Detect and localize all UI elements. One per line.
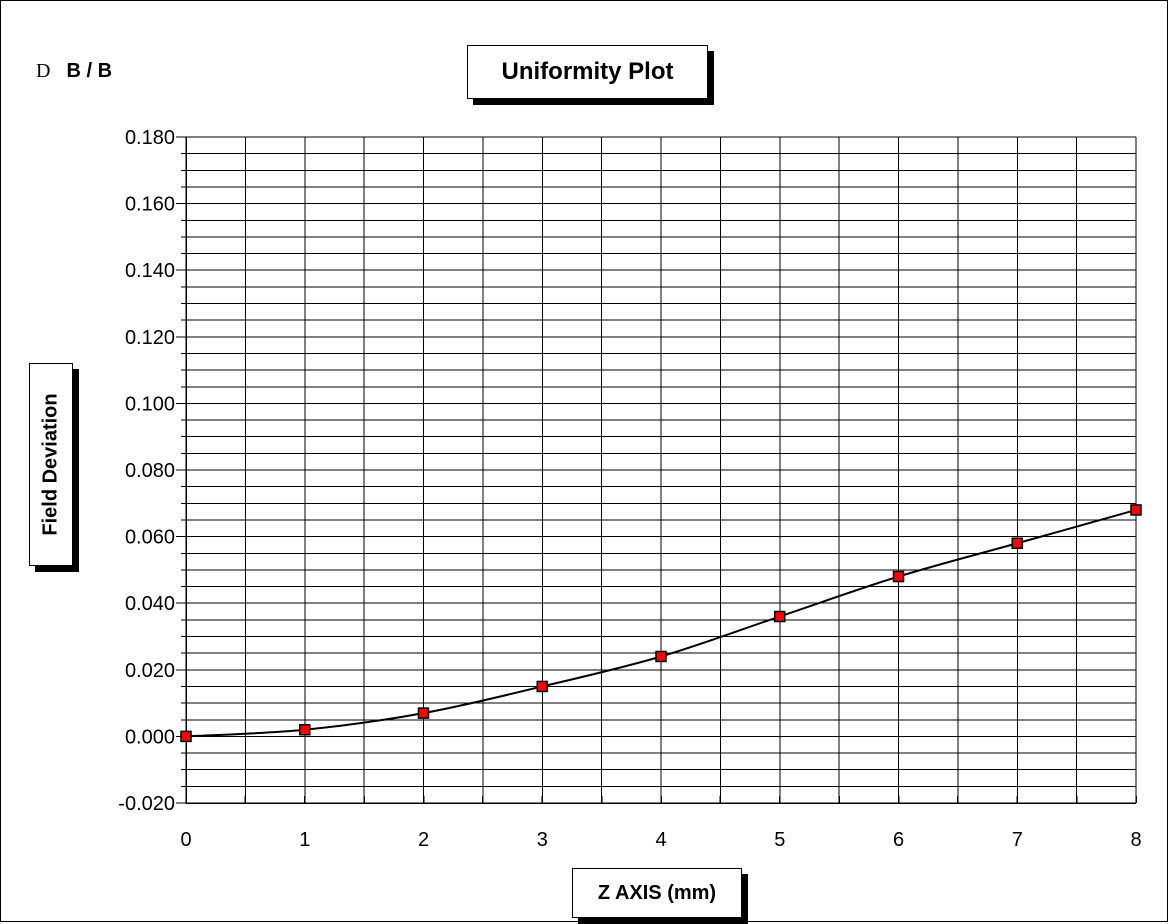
- corner-label-text: B / B: [66, 60, 112, 82]
- y-tick-label: 0.140: [125, 260, 175, 282]
- x-tick-label: 7: [1012, 829, 1023, 851]
- y-tick-label: 0.080: [125, 460, 175, 482]
- y-axis-label: Field Deviation: [40, 393, 63, 535]
- x-tick-label: 3: [537, 829, 548, 851]
- corner-label: D B / B: [36, 60, 112, 83]
- data-point-marker: [1012, 538, 1022, 548]
- corner-label-symbol: D: [36, 60, 50, 82]
- grid-lines: [186, 137, 1136, 803]
- y-tick-label: 0.020: [125, 660, 175, 682]
- data-point-marker: [894, 572, 904, 582]
- y-tick-label: 0.040: [125, 593, 175, 615]
- y-tick-label: 0.120: [125, 327, 175, 349]
- x-axis-label: Z AXIS (mm): [572, 868, 742, 918]
- y-axis-label-box: Field Deviation: [29, 363, 73, 566]
- data-point-marker: [775, 612, 785, 622]
- x-tick-label: 6: [893, 829, 904, 851]
- x-tick-label: 1: [299, 829, 310, 851]
- y-tick-label: 0.000: [125, 726, 175, 748]
- tick-labels: -0.020 0.000 0.020 0.040 0.060 0.080 0.100 0.12…: [118, 127, 1141, 851]
- y-tick-label: -0.020: [118, 793, 175, 815]
- y-tick-label: 0.100: [125, 393, 175, 415]
- x-tick-label: 4: [655, 829, 666, 851]
- data-point-marker: [300, 725, 310, 735]
- x-tick-label: 0: [180, 829, 191, 851]
- data-point-marker: [656, 651, 666, 661]
- x-tick-label: 5: [774, 829, 785, 851]
- data-point-marker: [1131, 505, 1141, 515]
- x-tick-label: 8: [1130, 829, 1141, 851]
- y-tick-label: 0.060: [125, 527, 175, 549]
- chart-title: Uniformity Plot: [467, 45, 708, 99]
- data-point-marker: [181, 731, 191, 741]
- data-point-marker: [537, 681, 547, 691]
- y-tick-label: 0.180: [125, 127, 175, 149]
- y-tick-label: 0.160: [125, 194, 175, 216]
- data-point-marker: [419, 708, 429, 718]
- x-tick-label: 2: [418, 829, 429, 851]
